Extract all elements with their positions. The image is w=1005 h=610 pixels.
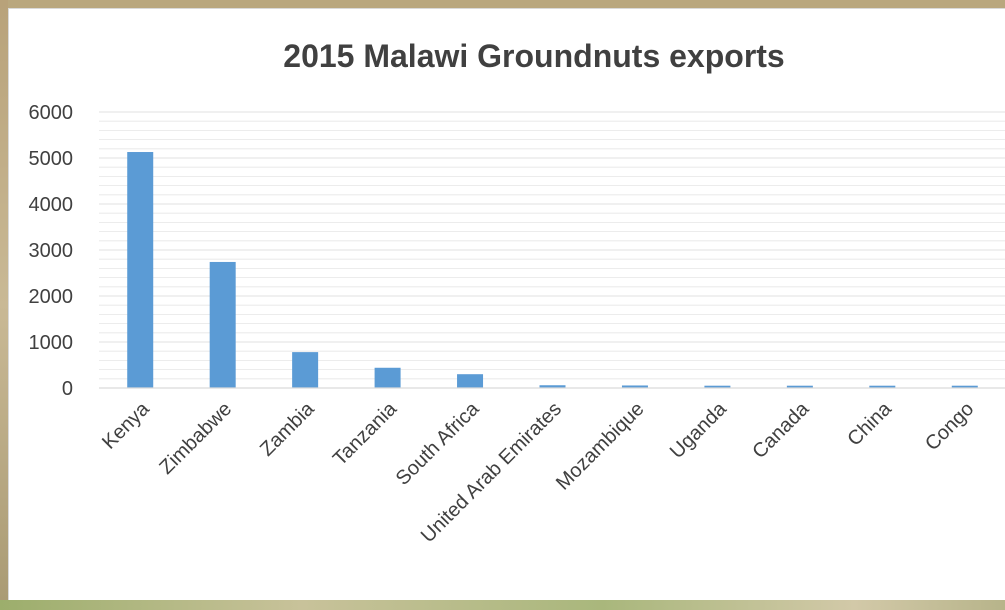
x-tick-label: Uganda: [666, 397, 732, 463]
bar-chart: 2015 Malawi Groundnuts exports 0 1000 2000…: [29, 38, 1005, 547]
x-tick-label: Zambia: [256, 397, 319, 460]
bar-mozambique: [621, 385, 648, 388]
chart-frame: 2015 Malawi Groundnuts exports 0 1000 2000…: [8, 8, 1005, 600]
bar-kenya: [127, 152, 154, 388]
chart-title: 2015 Malawi Groundnuts exports: [283, 38, 784, 74]
x-tick-label: Zimbabwe: [155, 398, 236, 479]
x-tick-label: Congo: [921, 398, 978, 455]
bar-uganda: [704, 385, 731, 388]
y-tick-label: 6000: [29, 102, 74, 124]
y-tick-label: 5000: [29, 148, 74, 170]
y-axis-tick-labels: 0 1000 2000 3000 4000 5000 6000: [29, 102, 74, 400]
bar-china: [869, 385, 896, 388]
y-tick-label: 3000: [29, 240, 74, 262]
x-tick-label: China: [843, 397, 896, 450]
x-tick-label: Tanzania: [329, 397, 402, 470]
y-tick-label: 4000: [29, 194, 74, 216]
bar-tanzania: [374, 367, 401, 388]
y-tick-label: 0: [62, 378, 73, 400]
x-tick-label: United Arab Emirates: [417, 398, 566, 547]
gridlines: [99, 111, 1005, 380]
y-tick-label: 2000: [29, 286, 74, 308]
x-tick-label: Canada: [748, 397, 814, 463]
x-tick-label: Mozambique: [552, 398, 649, 495]
bar-zambia: [292, 352, 319, 388]
bar-canada: [786, 385, 813, 388]
bar-congo: [951, 385, 978, 388]
bars: [127, 152, 978, 388]
background-strip-left: [0, 0, 8, 610]
bar-south-africa: [457, 374, 484, 388]
x-tick-label: Kenya: [98, 397, 154, 453]
y-tick-label: 1000: [29, 332, 74, 354]
x-tick-label: South Africa: [392, 397, 484, 489]
bar-united-arab-emirates: [539, 385, 566, 388]
bar-zimbabwe: [209, 261, 236, 388]
background-strip-bottom: [0, 600, 1005, 610]
